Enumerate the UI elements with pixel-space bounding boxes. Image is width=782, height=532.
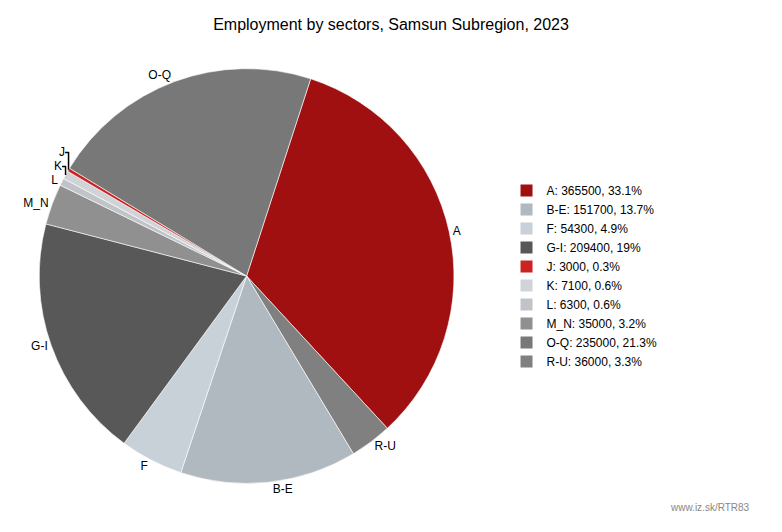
svg-text:F: F [140, 459, 147, 473]
svg-text:K: K [54, 159, 62, 173]
svg-text:O-Q: O-Q [148, 68, 171, 82]
svg-text:J: J [59, 145, 65, 159]
svg-text:L: L [51, 173, 58, 187]
svg-text:www.iz.sk/RTR83: www.iz.sk/RTR83 [670, 502, 750, 513]
svg-text:G-I: 209400, 19%: G-I: 209400, 19% [547, 241, 641, 255]
svg-text:B-E: 151700, 13.7%: B-E: 151700, 13.7% [547, 203, 655, 217]
svg-text:O-Q: 235000, 21.3%: O-Q: 235000, 21.3% [547, 336, 657, 350]
svg-text:J: 3000, 0.3%: J: 3000, 0.3% [547, 260, 621, 274]
svg-text:F: 54300, 4.9%: F: 54300, 4.9% [547, 222, 629, 236]
svg-text:K: 7100, 0.6%: K: 7100, 0.6% [547, 279, 623, 293]
svg-text:L: 6300, 0.6%: L: 6300, 0.6% [547, 298, 621, 312]
svg-text:M_N: M_N [23, 196, 48, 210]
svg-text:B-E: B-E [273, 482, 293, 496]
svg-text:Employment by sectors, Samsun: Employment by sectors, Samsun Subregion,… [213, 16, 569, 33]
svg-text:G-I: G-I [31, 339, 48, 353]
svg-text:R-U: R-U [375, 439, 396, 453]
svg-text:A: A [453, 224, 461, 238]
svg-text:R-U: 36000, 3.3%: R-U: 36000, 3.3% [547, 355, 643, 369]
svg-text:A: 365500, 33.1%: A: 365500, 33.1% [547, 184, 643, 198]
svg-text:M_N: 35000, 3.2%: M_N: 35000, 3.2% [547, 317, 647, 331]
